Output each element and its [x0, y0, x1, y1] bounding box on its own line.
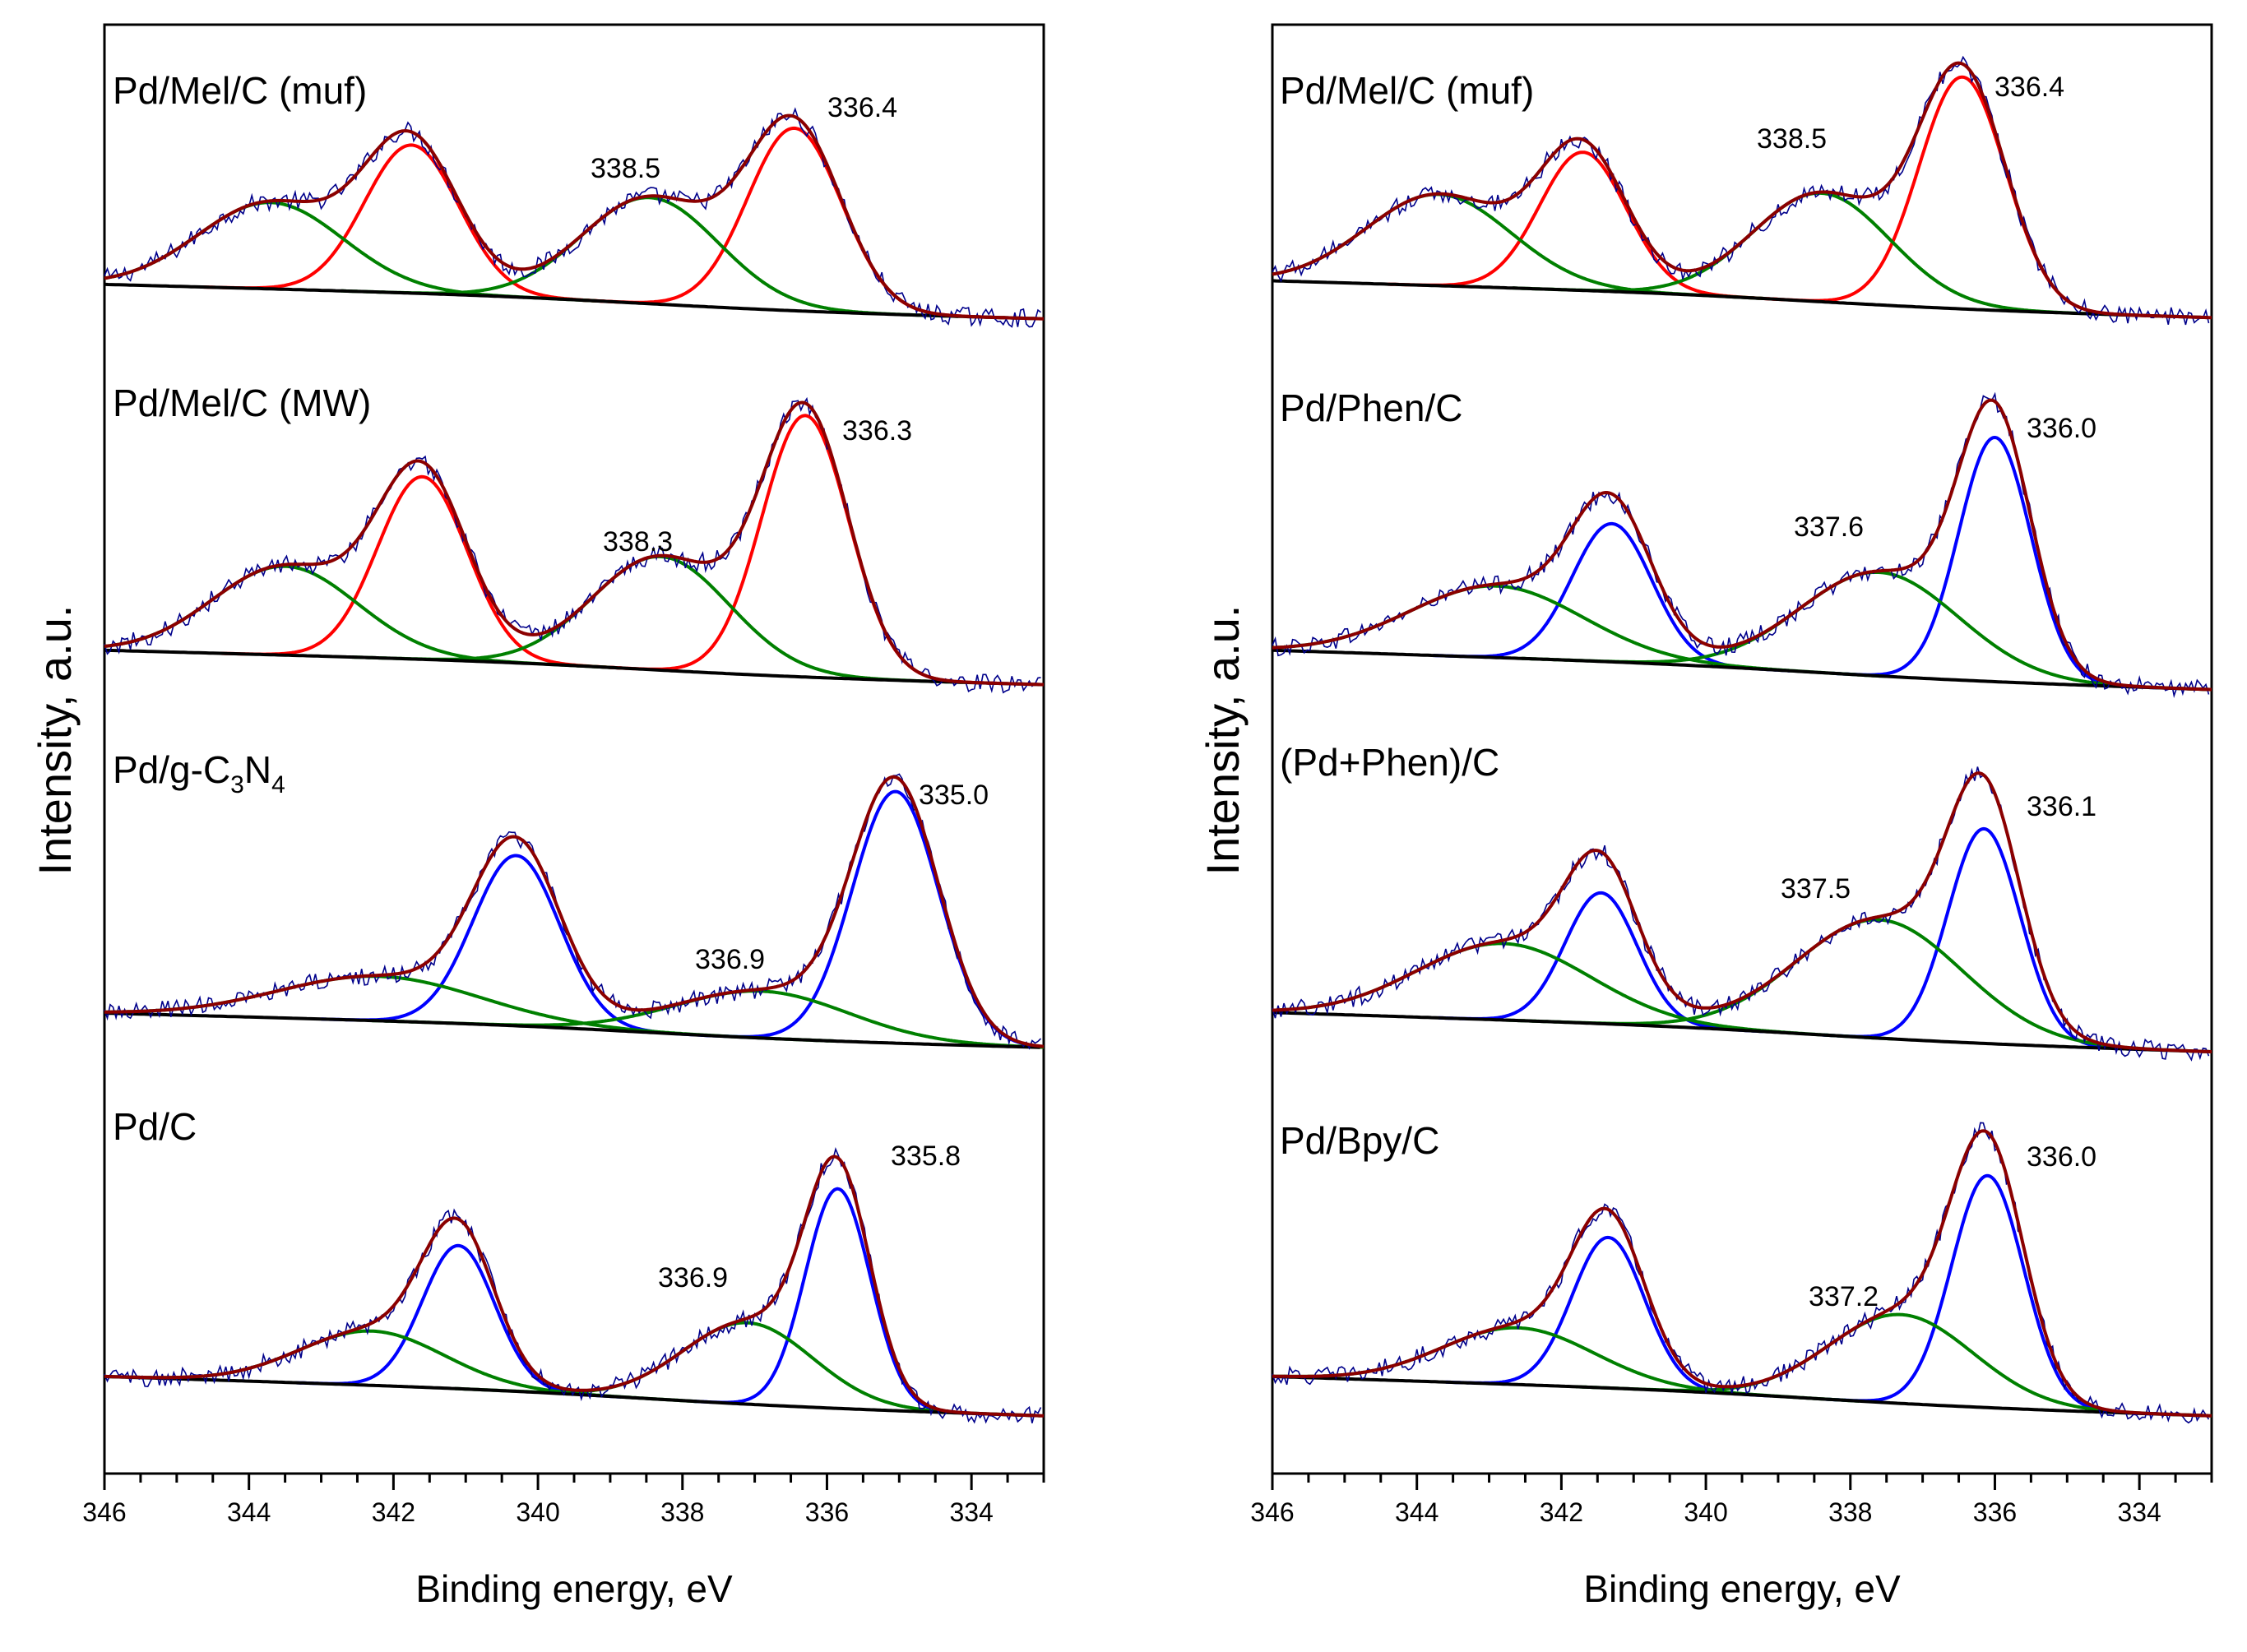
- envelope-fit-line: [104, 113, 1045, 321]
- x-tick-label: 336: [805, 1497, 849, 1527]
- x-tick-label: 334: [2117, 1497, 2161, 1527]
- peak-label: 335.0: [919, 780, 989, 811]
- peak-label: 336.0: [2027, 1141, 2096, 1173]
- fit-component: [1821, 826, 2147, 1052]
- right-spectra-group: [1272, 55, 2212, 1424]
- peak-label: 336.3: [842, 415, 912, 447]
- peak-label: 337.2: [1809, 1281, 1879, 1312]
- peak-label: 337.5: [1781, 873, 1851, 905]
- spectrum-label-left-2: Pd/Mel/C (MW): [113, 382, 371, 424]
- x-tick-label: 344: [227, 1497, 271, 1527]
- x-tick-label: 342: [1540, 1497, 1583, 1527]
- spectrum-4: [104, 1147, 1045, 1424]
- x-tick-label: 340: [516, 1497, 559, 1527]
- spectrum-label-right-2: Pd/Phen/C: [1280, 386, 1462, 429]
- envelope-fit-line: [1272, 398, 2212, 692]
- peak-label: 336.9: [658, 1262, 728, 1293]
- spectrum-label-left-3: Pd/g-C3N4: [113, 748, 285, 798]
- peak-label: 336.1: [2027, 791, 2096, 822]
- spectrum-label-right-4: Pd/Bpy/C: [1280, 1119, 1439, 1162]
- peak-label: 338.5: [591, 153, 660, 184]
- background-line: [104, 282, 1040, 321]
- label-subscript: 3: [230, 771, 244, 798]
- spectrum-2: [1272, 391, 2212, 698]
- left-panel: 346 344 342 340 338 336 334 Pd/Mel/C (muf) Pd/…: [29, 23, 1045, 1610]
- x-axis-label-left: Binding energy, eV: [415, 1567, 733, 1610]
- spectrum-3: [104, 773, 1045, 1050]
- background-line: [1272, 279, 2208, 320]
- label-part: Pd/g-C: [113, 748, 230, 791]
- raw-data-line: [1272, 55, 2210, 326]
- spectrum-label-right-3: (Pd+Phen)/C: [1280, 741, 1499, 784]
- spectrum-3: [1272, 766, 2212, 1062]
- peak-label: 338.5: [1757, 123, 1827, 155]
- x-tick-label: 340: [1684, 1497, 1727, 1527]
- x-tick-label: 346: [1250, 1497, 1294, 1527]
- spectrum-4: [1272, 1122, 2212, 1424]
- spectrum-label-left-1: Pd/Mel/C (muf): [113, 69, 367, 112]
- peak-label: 336.0: [2027, 413, 2096, 444]
- background-line: [104, 648, 1040, 687]
- x-tick-label: 342: [372, 1497, 415, 1527]
- envelope-fit-line: [1272, 771, 2212, 1053]
- right-panel: 346 344 342 340 338 336 334 Pd/Mel/C (muf) Pd/…: [1197, 23, 2213, 1610]
- peak-label: 338.3: [603, 526, 673, 558]
- background-line: [104, 1011, 1040, 1049]
- peak-label: 336.9: [695, 944, 765, 975]
- background-line: [1272, 1011, 2208, 1053]
- background-line: [1272, 1375, 2208, 1418]
- envelope-fit-line: [104, 1155, 1045, 1418]
- envelope-fit-line: [1272, 61, 2212, 320]
- x-tick-label: 336: [1973, 1497, 2017, 1527]
- spectrum-label-right-1: Pd/Mel/C (muf): [1280, 69, 1534, 112]
- envelope-fit-line: [104, 400, 1045, 687]
- x-tick-label: 338: [1828, 1497, 1872, 1527]
- x-axis-label-right: Binding energy, eV: [1583, 1567, 1901, 1610]
- envelope-fit-line: [104, 775, 1045, 1048]
- peak-label: 337.6: [1794, 511, 1864, 543]
- spectrum-1: [1272, 55, 2212, 326]
- spectrum-label-left-4: Pd/C: [113, 1105, 197, 1148]
- background-line: [1272, 648, 2208, 692]
- left-spectra-group: [104, 107, 1045, 1424]
- peak-label: 336.4: [1995, 72, 2064, 103]
- y-axis-label-right: Intensity, a.u.: [1197, 605, 1249, 876]
- x-tick-label: 344: [1395, 1497, 1439, 1527]
- x-tick-label: 334: [949, 1497, 993, 1527]
- envelope-fit-line: [1272, 1129, 2212, 1418]
- spectrum-1: [104, 107, 1045, 328]
- x-tick-label: 338: [660, 1497, 704, 1527]
- right-x-ticks: 346 344 342 340 338 336 334: [1250, 1474, 2213, 1527]
- peak-label: 335.8: [891, 1141, 961, 1172]
- label-part: N: [244, 748, 271, 791]
- x-tick-label: 346: [82, 1497, 126, 1527]
- label-subscript: 4: [271, 771, 285, 798]
- peak-label: 336.4: [827, 92, 897, 123]
- y-axis-label-left: Intensity, a.u.: [29, 605, 81, 876]
- left-x-ticks: 346 344 342 340 338 336 334: [82, 1474, 1045, 1527]
- fit-component: [220, 474, 624, 670]
- spectrum-2: [104, 396, 1045, 694]
